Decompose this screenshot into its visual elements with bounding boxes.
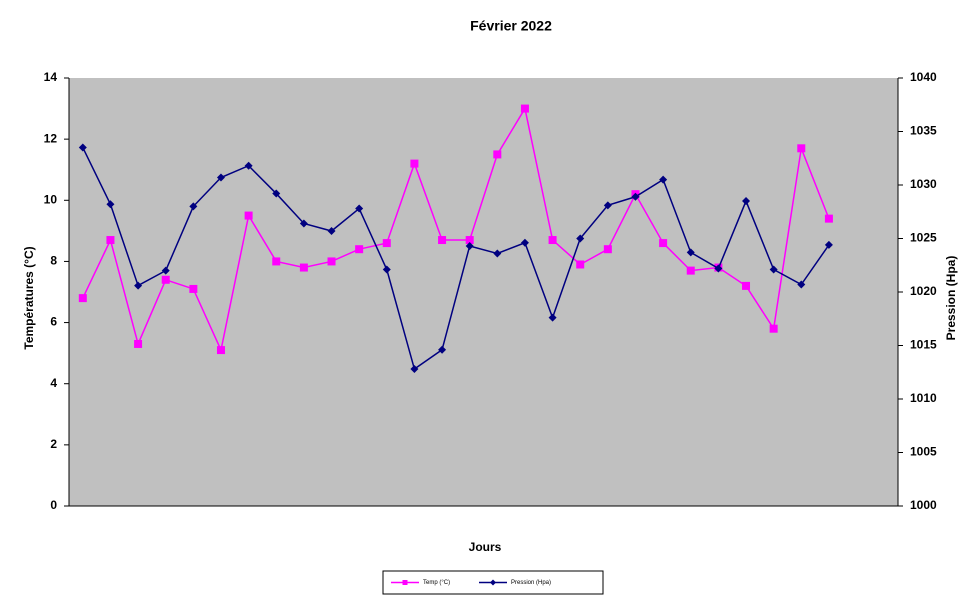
y2-axis-label: Pression (Hpa) [944,256,958,341]
x-axis-label: Jours [469,540,502,554]
legend-label: Pression (Hpa) [511,580,551,586]
y2-tick-label: 1010 [910,391,937,405]
marker [797,280,806,289]
marker [659,239,668,248]
marker [465,241,474,250]
marker [78,294,87,303]
marker [327,257,336,266]
marker [520,104,529,113]
marker [272,257,281,266]
marker [742,281,751,290]
marker [576,260,585,269]
marker [548,236,557,245]
marker [797,144,806,153]
marker [824,214,833,223]
marker [686,266,695,275]
marker [134,339,143,348]
marker [548,313,557,322]
marker [493,249,502,258]
marker [106,236,115,245]
marker [576,234,585,243]
y2-tick-label: 1025 [910,231,937,245]
y2-tick-label: 1030 [910,177,937,191]
marker [244,211,253,220]
marker [299,263,308,272]
marker [769,265,778,274]
marker [189,284,198,293]
y2-tick-label: 1015 [910,338,937,352]
marker [410,159,419,168]
marker [355,245,364,254]
marker [189,202,198,211]
y-tick-label: 8 [50,254,57,268]
y-tick-label: 10 [44,192,58,206]
marker [134,281,143,290]
marker [438,345,447,354]
marker [686,248,695,257]
series-line [82,106,830,353]
y-tick-label: 0 [50,498,57,512]
legend-label: Temp (°C) [423,580,450,586]
marker [299,219,308,228]
chart-title: Février 2022 [470,18,552,34]
y2-tick-label: 1040 [910,70,937,84]
plot-area [69,78,898,506]
y2-tick-label: 1035 [910,124,937,138]
y2-tick-label: 1005 [910,445,937,459]
marker [603,201,612,210]
marker [355,204,364,213]
y-tick-label: 12 [44,131,58,145]
marker [714,264,723,273]
marker [742,197,751,206]
marker [520,238,529,247]
marker [106,200,115,209]
marker [410,365,419,374]
marker [769,324,778,333]
marker [161,266,170,275]
series-line [82,147,830,371]
marker [272,189,281,198]
marker [161,275,170,284]
marker [78,143,87,152]
y-tick-label: 6 [50,315,57,329]
y2-tick-label: 1020 [910,284,937,298]
legend-marker [402,580,408,585]
y2-tick-label: 1000 [910,498,937,512]
marker [382,265,391,274]
marker [244,161,253,170]
marker [216,173,225,182]
y-tick-label: 2 [50,437,57,451]
marker [327,227,336,236]
marker [382,239,391,248]
y-axis-label: Températures (°C) [22,246,36,349]
marker [824,240,833,249]
marker [465,236,474,245]
marker [659,175,668,184]
marker [603,245,612,254]
marker [631,192,640,201]
legend-marker [490,579,496,586]
marker [493,150,502,159]
marker [216,346,225,355]
y-tick-label: 4 [50,376,57,390]
y-tick-label: 14 [44,70,58,84]
marker [438,236,447,245]
